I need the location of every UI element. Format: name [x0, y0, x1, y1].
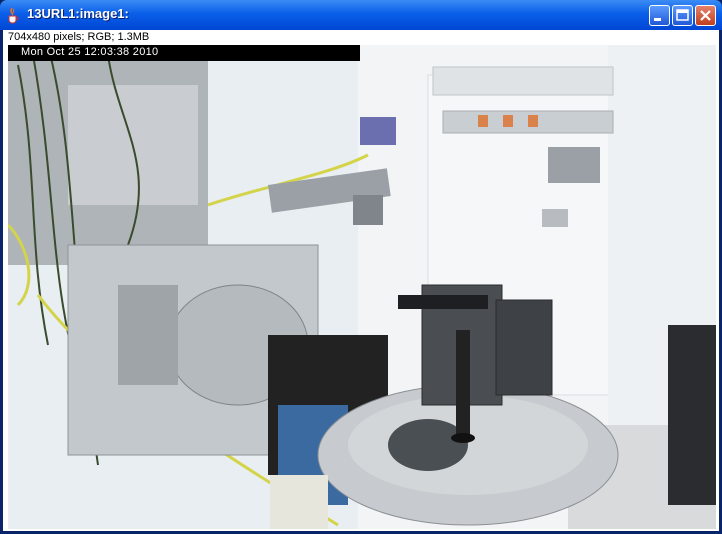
window-title: 13URL1:image1: [27, 6, 129, 21]
timestamp-overlay: Mon Oct 25 12:03:38 2010 [8, 45, 360, 61]
maximize-button[interactable] [672, 5, 693, 26]
camera-image[interactable]: Mon Oct 25 12:03:38 2010 [8, 45, 716, 529]
close-icon [700, 10, 711, 21]
java-cup-icon [8, 7, 19, 24]
title-bar[interactable]: 13URL1:image1: [0, 0, 722, 30]
image-info-text: 704x480 pixels; RGB; 1.3MB [8, 31, 150, 43]
maximize-icon [676, 9, 689, 21]
minimize-icon [654, 18, 661, 21]
camera-timestamp: Mon Oct 25 12:03:38 2010 [21, 46, 159, 58]
camera-scene [8, 45, 716, 529]
minimize-button[interactable] [649, 5, 670, 26]
close-button[interactable] [695, 5, 716, 26]
window-client-area: 704x480 pixels; RGB; 1.3MB [3, 30, 719, 531]
